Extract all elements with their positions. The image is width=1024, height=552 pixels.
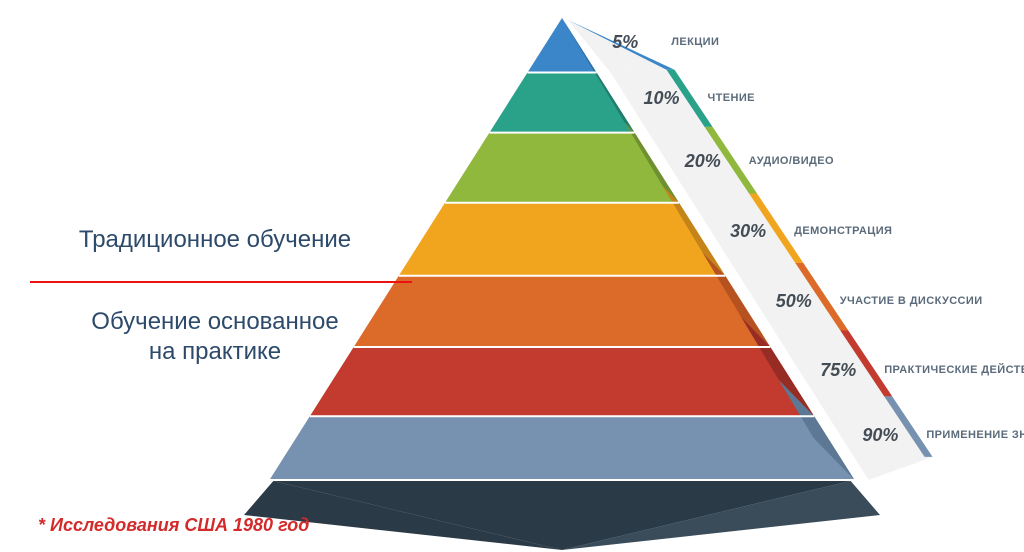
percent-label-3: 30% [718,221,778,242]
category-label-3: ДЕМОНСТРАЦИЯ [794,225,892,237]
learning-pyramid [0,0,1024,552]
category-label-0: ЛЕКЦИИ [671,36,719,48]
percent-label-2: 20% [673,151,733,172]
percent-label-5: 75% [808,360,868,381]
pyramid-level-front-0 [527,18,596,73]
footnote-text: * Исследования США 1980 год [38,515,309,536]
pyramid-level-front-2 [445,133,679,203]
category-label-1: ЧТЕНИЕ [708,92,755,104]
section-divider-line [30,281,412,283]
percent-label-1: 10% [632,88,692,109]
pyramid-level-front-6 [269,416,854,480]
category-label-4: УЧАСТИЕ В ДИСКУССИИ [840,295,983,307]
category-label-6: ПРИМЕНЕНИЕ ЗНАНИЙ [926,429,1024,441]
section-title-traditional: Традиционное обучение [60,225,370,255]
category-label-5: ПРАКТИЧЕСКИЕ ДЕЙСТВИЯ [884,364,1024,376]
pyramid-level-front-3 [399,203,725,276]
category-label-2: АУДИО/ВИДЕО [749,155,834,167]
infographic-stage: Традиционное обучение Обучение основанно… [0,0,1024,552]
percent-label-0: 5% [595,32,655,53]
pyramid-level-front-5 [310,347,814,416]
section-title-practice-line1: Обучение основанное [91,308,338,335]
section-title-practice-line2: на практике [149,338,281,365]
percent-label-4: 50% [764,291,824,312]
section-title-practice: Обучение основанное на практике [60,307,370,367]
percent-label-6: 90% [850,425,910,446]
pyramid-level-front-4 [354,276,771,347]
